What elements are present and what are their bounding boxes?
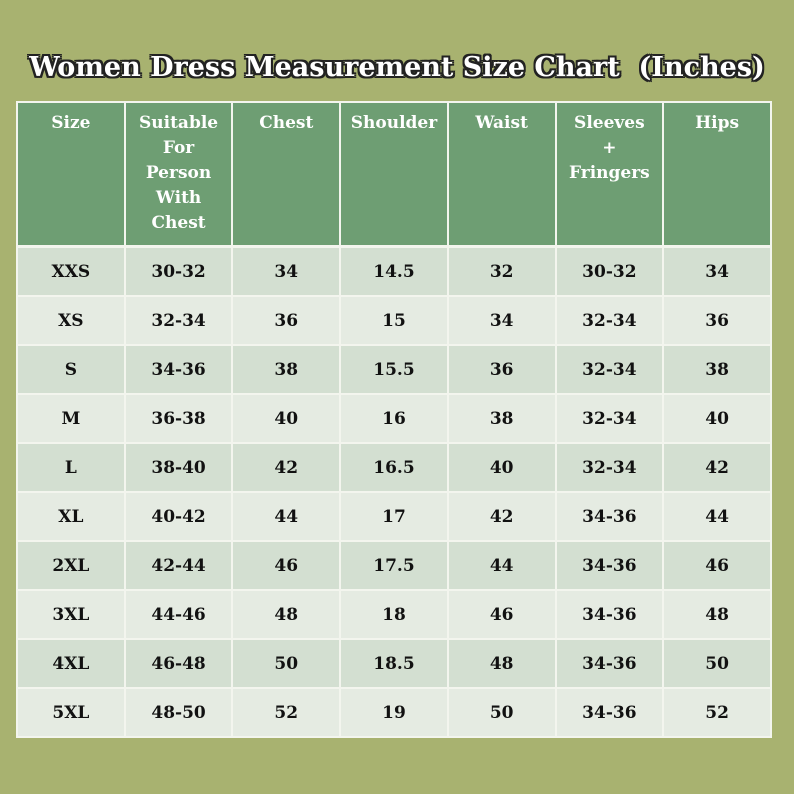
table-row: XS 32-34 36 15 34 32-34 36 bbox=[16, 295, 772, 346]
table-cell: 3XL bbox=[16, 589, 126, 640]
table-cell: 52 bbox=[231, 687, 342, 738]
table-body: XXS 30-32 34 14.5 32 30-32 34 XS 32-34 36 15 34 32-3… bbox=[16, 245, 772, 738]
table-cell: 50 bbox=[662, 638, 772, 689]
table-cell: 52 bbox=[662, 687, 772, 738]
table-cell: 38 bbox=[231, 344, 342, 395]
table-cell: 32 bbox=[446, 245, 557, 297]
header-row: Size Suitable For Person With Chest Chest S… bbox=[16, 101, 772, 248]
table-cell: 38 bbox=[662, 344, 772, 395]
table-cell: 32-34 bbox=[554, 442, 665, 493]
table-cell: 34-36 bbox=[554, 589, 665, 640]
table-cell: 4XL bbox=[16, 638, 126, 689]
title: Women Dress Measurement Size Chart (Inch… bbox=[29, 52, 765, 83]
table-cell: 42 bbox=[231, 442, 342, 493]
table-cell: 46 bbox=[446, 589, 557, 640]
table-cell: 15.5 bbox=[339, 344, 449, 395]
column-header: Shoulder bbox=[339, 101, 449, 248]
table-cell: 38-40 bbox=[123, 442, 234, 493]
table-cell: 48 bbox=[662, 589, 772, 640]
table-cell: 34 bbox=[662, 245, 772, 297]
table-cell: 36-38 bbox=[123, 393, 234, 444]
column-header: Waist bbox=[446, 101, 557, 248]
table-cell: 32-34 bbox=[554, 344, 665, 395]
table-cell: 50 bbox=[231, 638, 342, 689]
table-cell: 34-36 bbox=[123, 344, 234, 395]
table-cell: 34-36 bbox=[554, 638, 665, 689]
table-cell: 16.5 bbox=[339, 442, 449, 493]
table-cell: 48-50 bbox=[123, 687, 234, 738]
table-cell: 32-34 bbox=[123, 295, 234, 346]
table-cell: 44-46 bbox=[123, 589, 234, 640]
column-header: Suitable For Person With Chest bbox=[123, 101, 234, 248]
table-cell: 34-36 bbox=[554, 540, 665, 591]
table-cell: 40-42 bbox=[123, 491, 234, 542]
table-cell: 15 bbox=[339, 295, 449, 346]
table-cell: 18 bbox=[339, 589, 449, 640]
table-cell: 42-44 bbox=[123, 540, 234, 591]
table-cell: XXS bbox=[16, 245, 126, 297]
table-cell: 46 bbox=[231, 540, 342, 591]
table-cell: 42 bbox=[446, 491, 557, 542]
table-cell: 16 bbox=[339, 393, 449, 444]
column-header: Sleeves + Fringers bbox=[554, 101, 665, 248]
table-cell: 36 bbox=[231, 295, 342, 346]
table-cell: 2XL bbox=[16, 540, 126, 591]
table-cell: 36 bbox=[446, 344, 557, 395]
table-cell: 5XL bbox=[16, 687, 126, 738]
table-cell: 44 bbox=[662, 491, 772, 542]
table-cell: XL bbox=[16, 491, 126, 542]
table-cell: XS bbox=[16, 295, 126, 346]
table-cell: 32-34 bbox=[554, 295, 665, 346]
table-cell: 30-32 bbox=[554, 245, 665, 297]
table-cell: 36 bbox=[662, 295, 772, 346]
table-cell: 34-36 bbox=[554, 687, 665, 738]
table-cell: 48 bbox=[446, 638, 557, 689]
table-row: S 34-36 38 15.5 36 32-34 38 bbox=[16, 344, 772, 395]
size-table: Size Suitable For Person With Chest Chest S… bbox=[16, 101, 772, 738]
table-row: 3XL 44-46 48 18 46 34-36 48 bbox=[16, 589, 772, 640]
column-header: Chest bbox=[231, 101, 342, 248]
table-cell: 44 bbox=[231, 491, 342, 542]
table-cell: S bbox=[16, 344, 126, 395]
table-cell: 34-36 bbox=[554, 491, 665, 542]
table-cell: 38 bbox=[446, 393, 557, 444]
table-cell: 34 bbox=[446, 295, 557, 346]
table-cell: 48 bbox=[231, 589, 342, 640]
table-row: M 36-38 40 16 38 32-34 40 bbox=[16, 393, 772, 444]
table-cell: 17.5 bbox=[339, 540, 449, 591]
table-row: XXS 30-32 34 14.5 32 30-32 34 bbox=[16, 245, 772, 297]
table-cell: 40 bbox=[662, 393, 772, 444]
table-cell: 17 bbox=[339, 491, 449, 542]
table-row: L 38-40 42 16.5 40 32-34 42 bbox=[16, 442, 772, 493]
column-header: Size bbox=[16, 101, 126, 248]
table-cell: 44 bbox=[446, 540, 557, 591]
table-cell: 14.5 bbox=[339, 245, 449, 297]
table-row: XL 40-42 44 17 42 34-36 44 bbox=[16, 491, 772, 542]
table-cell: 30-32 bbox=[123, 245, 234, 297]
table-row: 4XL 46-48 50 18.5 48 34-36 50 bbox=[16, 638, 772, 689]
column-header: Hips bbox=[662, 101, 772, 248]
table-cell: 40 bbox=[446, 442, 557, 493]
table-cell: 18.5 bbox=[339, 638, 449, 689]
table-cell: L bbox=[16, 442, 126, 493]
table-cell: 50 bbox=[446, 687, 557, 738]
table-cell: 40 bbox=[231, 393, 342, 444]
table-cell: 19 bbox=[339, 687, 449, 738]
table-cell: 46 bbox=[662, 540, 772, 591]
table-row: 5XL 48-50 52 19 50 34-36 52 bbox=[16, 687, 772, 738]
table-cell: M bbox=[16, 393, 126, 444]
table-row: 2XL 42-44 46 17.5 44 34-36 46 bbox=[16, 540, 772, 591]
table-cell: 32-34 bbox=[554, 393, 665, 444]
table-cell: 42 bbox=[662, 442, 772, 493]
table-cell: 34 bbox=[231, 245, 342, 297]
table-cell: 46-48 bbox=[123, 638, 234, 689]
